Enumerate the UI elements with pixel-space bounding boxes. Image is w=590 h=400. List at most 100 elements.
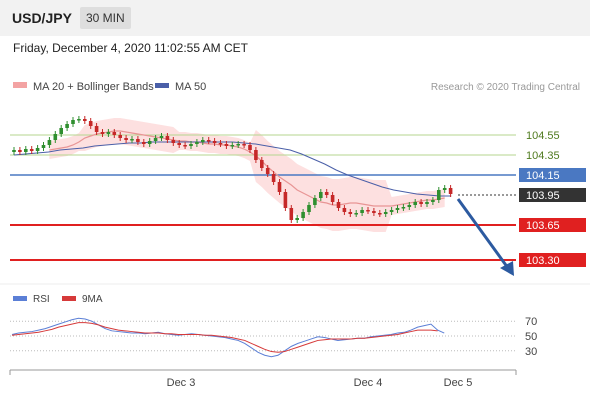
rsi-ma-legend-swatch (62, 296, 76, 301)
candle-body (336, 202, 341, 208)
level-price-box (519, 253, 586, 267)
candle-body (389, 210, 394, 212)
candle-body (59, 128, 63, 134)
level-price-box (519, 218, 586, 232)
candle-body (47, 140, 52, 145)
candle-body (71, 120, 75, 124)
timeframe-button[interactable]: 30 MIN (80, 7, 131, 29)
candle-body (289, 208, 294, 220)
x-tick-label: Dec 4 (354, 377, 383, 389)
candle-body (301, 212, 305, 218)
candle-body (378, 213, 382, 215)
x-tick-label: Dec 3 (167, 377, 196, 389)
candle-body (195, 142, 199, 144)
level-price-label: 103.30 (526, 255, 560, 267)
timestamp: Friday, December 4, 2020 11:02:55 AM CET (13, 41, 249, 55)
candle-body (366, 210, 370, 212)
candle-body (94, 126, 99, 132)
ma20-line (49, 130, 445, 207)
candle-body (419, 202, 423, 204)
candle-body (12, 150, 16, 152)
rsi-plot-group: 70 50 30 (10, 316, 537, 358)
candle-body (224, 144, 229, 146)
candle-body (88, 121, 93, 126)
candle-body (153, 138, 158, 141)
level-price-label: 104.15 (526, 170, 560, 182)
candle-body (130, 139, 134, 141)
candle-body (112, 132, 117, 135)
level-price-label: 104.55 (526, 130, 560, 142)
candle-body (29, 149, 34, 151)
candle-body (242, 144, 246, 146)
candle-body (348, 212, 353, 214)
candle-body (177, 143, 181, 145)
candle-body (431, 200, 435, 202)
candle-body (277, 182, 282, 192)
candle-body (77, 119, 81, 121)
x-tick-label: Dec 5 (444, 377, 473, 389)
rsi-tick-label: 50 (525, 331, 537, 343)
candle-body (342, 208, 347, 212)
candle-body (313, 198, 317, 205)
level-price-label: 103.65 (526, 220, 560, 232)
candle-body (201, 140, 205, 142)
candle-body (106, 132, 111, 134)
candle-body (24, 149, 28, 152)
candle-body (260, 160, 264, 168)
candle-body (118, 135, 122, 138)
candles-group (12, 116, 453, 223)
candle-body (183, 145, 187, 147)
level-lines-group: 104.55 104.35 104.15 103.95 103.65 103.30 (10, 130, 586, 267)
candle-body (18, 150, 22, 152)
candle-body (425, 202, 429, 204)
candle-body (83, 119, 87, 121)
candle-body (136, 139, 140, 142)
candle-body (159, 136, 164, 138)
candle-body (35, 148, 40, 151)
candle-body (65, 124, 69, 128)
candle-body (354, 213, 358, 215)
candle-body (230, 145, 235, 147)
rsi-tick-label: 30 (525, 346, 537, 358)
rsi-tick-label: 70 (525, 316, 537, 328)
instrument-label: USD/JPY (12, 10, 72, 26)
candle-body (53, 134, 58, 140)
candle-body (372, 211, 376, 213)
candle-body (236, 144, 240, 146)
rsi-ma-legend-label: 9MA (82, 294, 103, 305)
level-price-box (519, 188, 586, 202)
candle-body (147, 141, 152, 144)
candle-body (41, 145, 46, 148)
candle-body (248, 145, 252, 150)
copyright-text: Research © 2020 Trading Central (431, 82, 580, 93)
candle-body (407, 205, 412, 207)
rsi-line (11, 317, 445, 358)
candle-body (142, 142, 146, 144)
candle-body (360, 210, 364, 213)
ma20-legend-swatch (13, 82, 27, 88)
candle-body (324, 192, 329, 195)
candle-body (442, 188, 447, 190)
candle-body (218, 143, 223, 145)
ma20-legend-label: MA 20 + Bollinger Bands (33, 81, 154, 93)
candle-body (330, 195, 335, 202)
ma50-legend-label: MA 50 (175, 81, 206, 93)
candle-body (165, 136, 170, 140)
candle-body (212, 141, 217, 143)
rsi-legend-swatch (13, 296, 27, 301)
candle-body (206, 140, 211, 142)
candle-body (171, 140, 176, 143)
candle-body (383, 212, 388, 214)
level-price-box (519, 168, 586, 182)
candle-body (283, 192, 288, 208)
rsi-legend-label: RSI (33, 294, 50, 305)
candle-body (319, 192, 323, 198)
candle-body (395, 208, 400, 210)
candle-body (448, 188, 453, 194)
header-bar: USD/JPY 30 MIN (0, 0, 590, 36)
candle-body (271, 174, 276, 182)
candle-body (124, 138, 128, 140)
projection-arrow-head (500, 261, 514, 276)
candle-body (254, 150, 258, 160)
